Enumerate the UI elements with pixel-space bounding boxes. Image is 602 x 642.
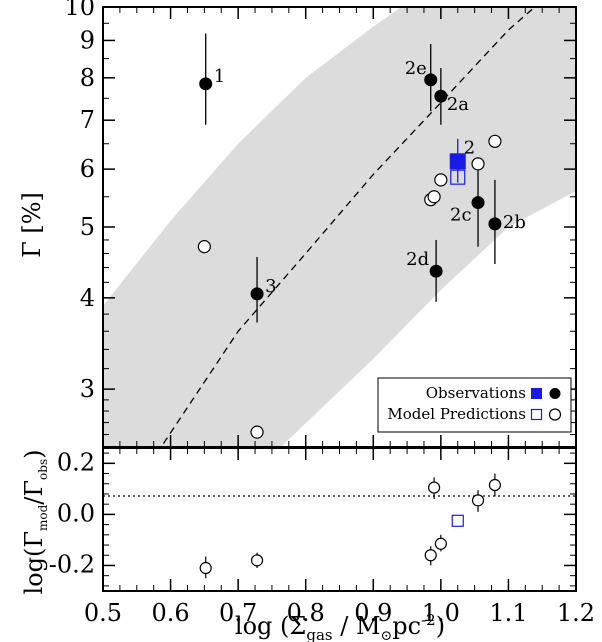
model-point	[471, 157, 485, 171]
point-label: 2a	[447, 94, 469, 115]
observation-point	[424, 73, 438, 87]
bottom-plot-frame	[102, 447, 577, 592]
point-label: 2e	[405, 58, 427, 79]
residual-point-square	[451, 514, 464, 527]
y-tick-label: -0.2	[49, 550, 95, 578]
residual-point	[428, 481, 441, 494]
y-tick-label: 7	[80, 106, 95, 134]
point-label: 2	[464, 137, 475, 158]
residual-point	[250, 554, 264, 567]
x-tick-label: 0.9	[354, 599, 392, 627]
residual-point	[424, 549, 437, 562]
prediction-band	[103, 7, 576, 447]
legend-label-observations: Observations	[426, 384, 526, 402]
top-panel: 1 3 2e 2a 2c 2b 2d 2 3 4 5 6 7 8 9 10 Observations Mod…	[18, 0, 577, 448]
x-tick-label: 0.6	[151, 599, 189, 627]
observation-point	[471, 196, 485, 210]
residual-point	[488, 478, 502, 492]
model-point	[434, 173, 448, 187]
y-tick-label: 3	[80, 375, 95, 403]
observation-point-square	[449, 153, 466, 170]
bottom-panel: 0.2 0.0 -0.2 log(Γmod/Γobs)	[20, 447, 577, 595]
y-tick-label: 9	[80, 26, 95, 54]
point-label: 2c	[450, 205, 472, 226]
x-tick-label: 0.7	[219, 599, 257, 627]
model-point	[488, 134, 502, 148]
y-tick-label: 8	[80, 64, 95, 92]
x-tick-label: 0.5	[84, 599, 122, 627]
y-tick-label: 10	[64, 0, 95, 21]
residual-point	[471, 494, 485, 507]
y-tick-label: 5	[80, 213, 95, 241]
legend-marker-model-square	[530, 408, 543, 421]
observation-point	[250, 287, 264, 301]
legend-marker-obs-square	[531, 388, 542, 399]
y-axis-label-bottom: log(Γmod/Γobs)	[20, 449, 50, 594]
legend-label-model: Model Predictions	[387, 405, 526, 423]
x-axis-label: log (Σgas / M⊙pc-2)	[235, 611, 445, 642]
x-tick-label: 0.8	[287, 599, 325, 627]
point-label: 2b	[503, 212, 526, 233]
model-point-square	[450, 169, 466, 185]
legend: Observations Model Predictions	[377, 377, 572, 433]
legend-box	[377, 377, 572, 433]
model-point	[197, 240, 211, 254]
residual-point	[434, 537, 447, 550]
y-axis-label-top: Γ [%]	[18, 192, 46, 258]
model-point	[427, 190, 441, 204]
observation-point	[434, 89, 448, 103]
y-tick-label: 0.0	[57, 499, 95, 527]
point-label: 3	[265, 276, 276, 297]
point-label: 2d	[406, 249, 429, 270]
point-label: 1	[214, 66, 225, 87]
y-tick-label: 6	[80, 155, 95, 183]
y-tick-label: 0.2	[57, 448, 95, 476]
residual-point	[199, 561, 212, 575]
legend-marker-model-circle	[548, 408, 562, 421]
x-tick-label: 1.0	[422, 599, 460, 627]
x-tick-label: 1.2	[557, 599, 595, 627]
fit-line	[160, 7, 536, 447]
model-point	[250, 425, 264, 439]
y-tick-label: 4	[80, 284, 95, 312]
observation-point	[199, 77, 213, 91]
observation-point	[429, 264, 443, 278]
observation-point	[488, 217, 502, 231]
x-tick-label: 1.1	[489, 599, 527, 627]
legend-marker-obs-circle	[549, 388, 561, 399]
